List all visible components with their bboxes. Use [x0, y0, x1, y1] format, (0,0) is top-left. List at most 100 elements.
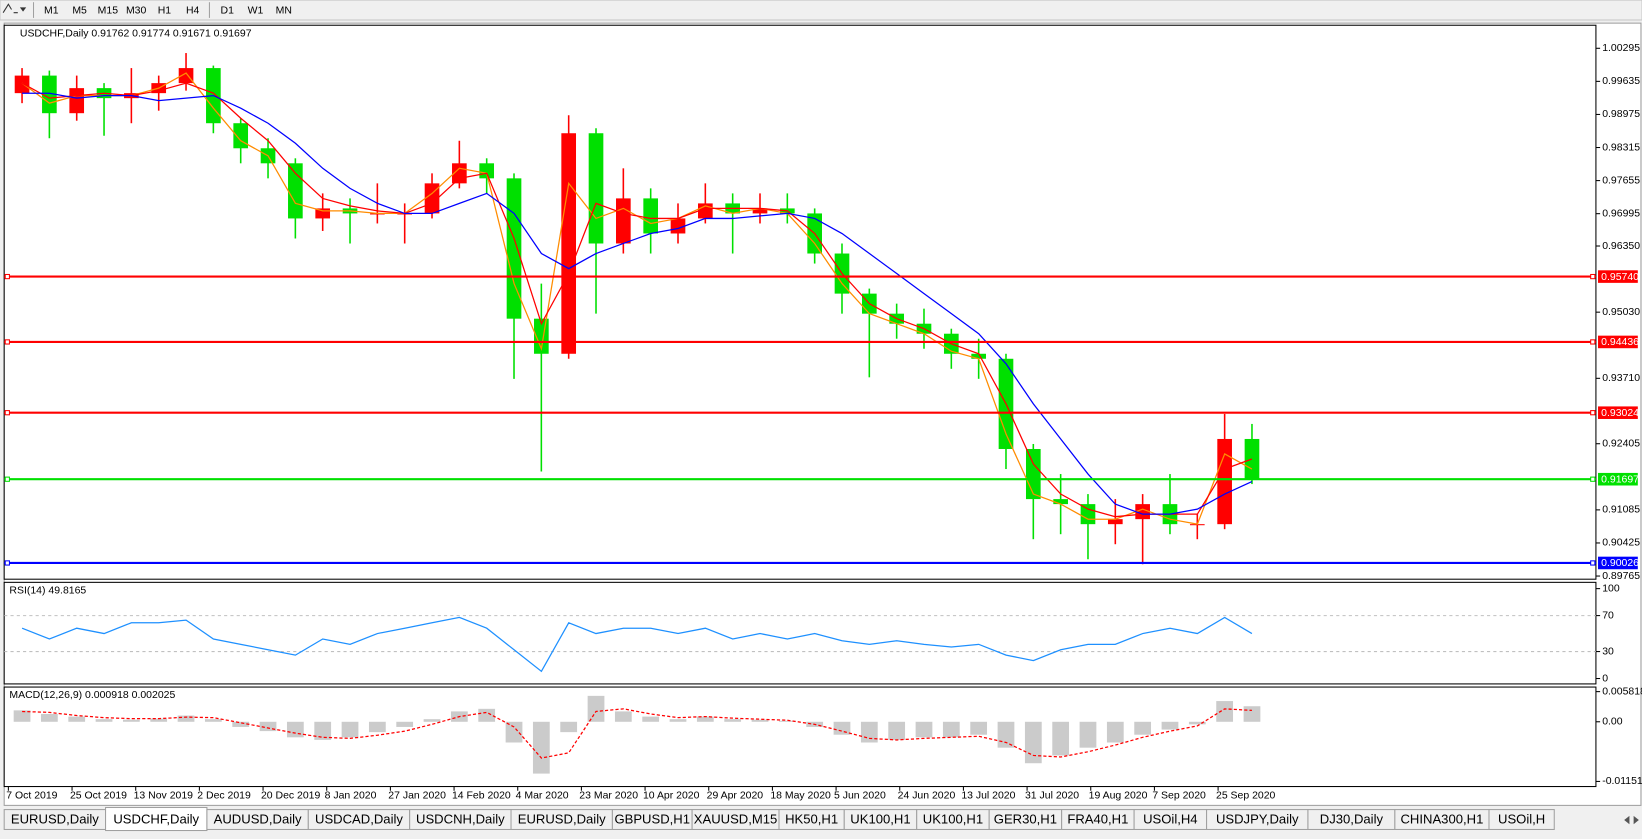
indicator-line [21, 616, 1253, 673]
tab-label[interactable]: USOil,H [1498, 812, 1545, 827]
tab-label[interactable]: CHINA300,H1 [1400, 812, 1483, 827]
histogram-bar [560, 721, 578, 733]
histogram-bar [1216, 701, 1234, 722]
period-button[interactable]: H1 [158, 5, 172, 16]
y-tick-label: 0.96995 [1602, 208, 1640, 219]
histogram-bar [95, 719, 113, 722]
level-handle [1590, 560, 1596, 566]
panel [3, 581, 1597, 685]
histogram-bar [204, 719, 222, 722]
candle-body [178, 68, 194, 84]
x-tick-label: 27 Jan 2020 [388, 791, 446, 802]
histogram-bar [724, 719, 742, 722]
y-tick-label: 0.98315 [1602, 142, 1640, 153]
histogram-bar [532, 721, 550, 774]
tab-label[interactable]: XAUUSD,M15 [694, 812, 778, 827]
y-tick-label: 0 [1602, 673, 1608, 684]
candle-body [561, 133, 577, 354]
level-handle [4, 476, 10, 482]
histogram-bar [1243, 706, 1261, 722]
histogram-bar [368, 721, 386, 733]
period-button[interactable]: M30 [126, 5, 147, 16]
histogram-bar [232, 721, 250, 727]
y-tick-label: 0.97655 [1602, 175, 1640, 186]
tab-label[interactable]: EURUSD,Daily [11, 812, 99, 827]
tab-label[interactable]: USDCHF,Daily [113, 812, 199, 827]
period-button[interactable]: D1 [221, 5, 235, 16]
level-label: 0.95740 [1601, 272, 1639, 283]
candle-body [288, 163, 303, 219]
toolbar-icon[interactable] [2, 3, 18, 14]
histogram-bar [505, 721, 523, 743]
x-tick-label: 13 Nov 2019 [134, 791, 194, 802]
histogram-bar [259, 721, 277, 732]
level-handle [1590, 273, 1596, 280]
tab-label[interactable]: USDCNH,Daily [416, 812, 505, 827]
tab-label[interactable]: UK100,H1 [850, 812, 910, 827]
level-label-box [1598, 472, 1638, 486]
tab-scroll-right[interactable] [1633, 815, 1639, 825]
moving-average [22, 92, 1253, 515]
tab-label[interactable]: FRA40,H1 [1067, 812, 1128, 827]
x-tick-label: 14 Feb 2020 [452, 791, 511, 802]
x-tick-label: 29 Apr 2020 [707, 791, 764, 802]
x-tick-label: 7 Sep 2020 [1152, 791, 1206, 802]
histogram-bar [696, 716, 714, 722]
tab[interactable] [1488, 809, 1555, 830]
panel [3, 686, 1597, 788]
candle-body [1080, 504, 1096, 525]
y-tick-label: 0.91085 [1602, 505, 1640, 516]
tab-label[interactable]: GER30,H1 [994, 812, 1057, 827]
panel-title: RSI(14) 49.8165 [9, 585, 86, 596]
x-tick-label: 4 Mar 2020 [516, 791, 569, 802]
tab-label[interactable]: HK50,H1 [785, 812, 838, 827]
y-tick-label: 0.96350 [1602, 241, 1640, 252]
y-tick-label: 0.00 [1602, 717, 1623, 728]
x-tick-label: 19 Aug 2020 [1089, 791, 1148, 802]
candle-body [643, 198, 659, 234]
tab-label[interactable]: DJ30,Daily [1320, 812, 1384, 827]
histogram-bar [1161, 721, 1179, 730]
histogram-bar [587, 695, 605, 722]
period-button[interactable]: M15 [98, 5, 119, 16]
y-tick-label: -0.011514 [1602, 776, 1642, 787]
tab-label[interactable]: AUDUSD,Daily [214, 812, 302, 827]
x-tick-label: 25 Oct 2019 [70, 791, 127, 802]
candle-body [752, 208, 768, 214]
x-tick-label: 8 Jan 2020 [325, 791, 377, 802]
tab-label[interactable]: EURUSD,Daily [518, 812, 606, 827]
tab-label[interactable]: USDCAD,Daily [315, 812, 403, 827]
level-handle [4, 273, 10, 280]
y-tick-label: 100 [1602, 583, 1620, 594]
period-button[interactable]: M5 [72, 5, 87, 16]
histogram-bar [1188, 721, 1206, 725]
level-handle [4, 560, 10, 566]
candle-body [315, 208, 331, 219]
period-button[interactable]: M1 [44, 5, 59, 16]
level-label: 0.93024 [1601, 408, 1639, 419]
histogram-bar [751, 719, 769, 722]
candle-body [588, 133, 604, 244]
tab-scroll-left[interactable] [1624, 815, 1630, 825]
tab-label[interactable]: USOil,H4 [1143, 812, 1198, 827]
period-button[interactable]: W1 [248, 5, 264, 16]
y-tick-label: 0.005818 [1602, 686, 1642, 697]
toolbar-dropdown[interactable] [19, 7, 27, 12]
x-tick-label: 25 Sep 2020 [1216, 791, 1276, 802]
histogram-bar [423, 719, 441, 722]
signal-line [22, 708, 1252, 759]
x-tick-label: 2 Dec 2019 [197, 791, 251, 802]
period-button[interactable]: MN [276, 5, 292, 16]
histogram-bar [286, 721, 304, 738]
histogram-bar [833, 721, 851, 735]
histogram-bar [970, 721, 988, 735]
y-tick-label: 0.99635 [1602, 76, 1640, 87]
tab-label[interactable]: UK100,H1 [923, 812, 983, 827]
histogram-bar [122, 719, 140, 722]
tab-label[interactable]: GBPUSD,H1 [614, 812, 690, 827]
histogram-bar [1106, 721, 1124, 743]
candle-body [69, 88, 85, 114]
tab-label[interactable]: USDJPY,Daily [1216, 812, 1299, 827]
period-button[interactable]: H4 [186, 5, 200, 16]
